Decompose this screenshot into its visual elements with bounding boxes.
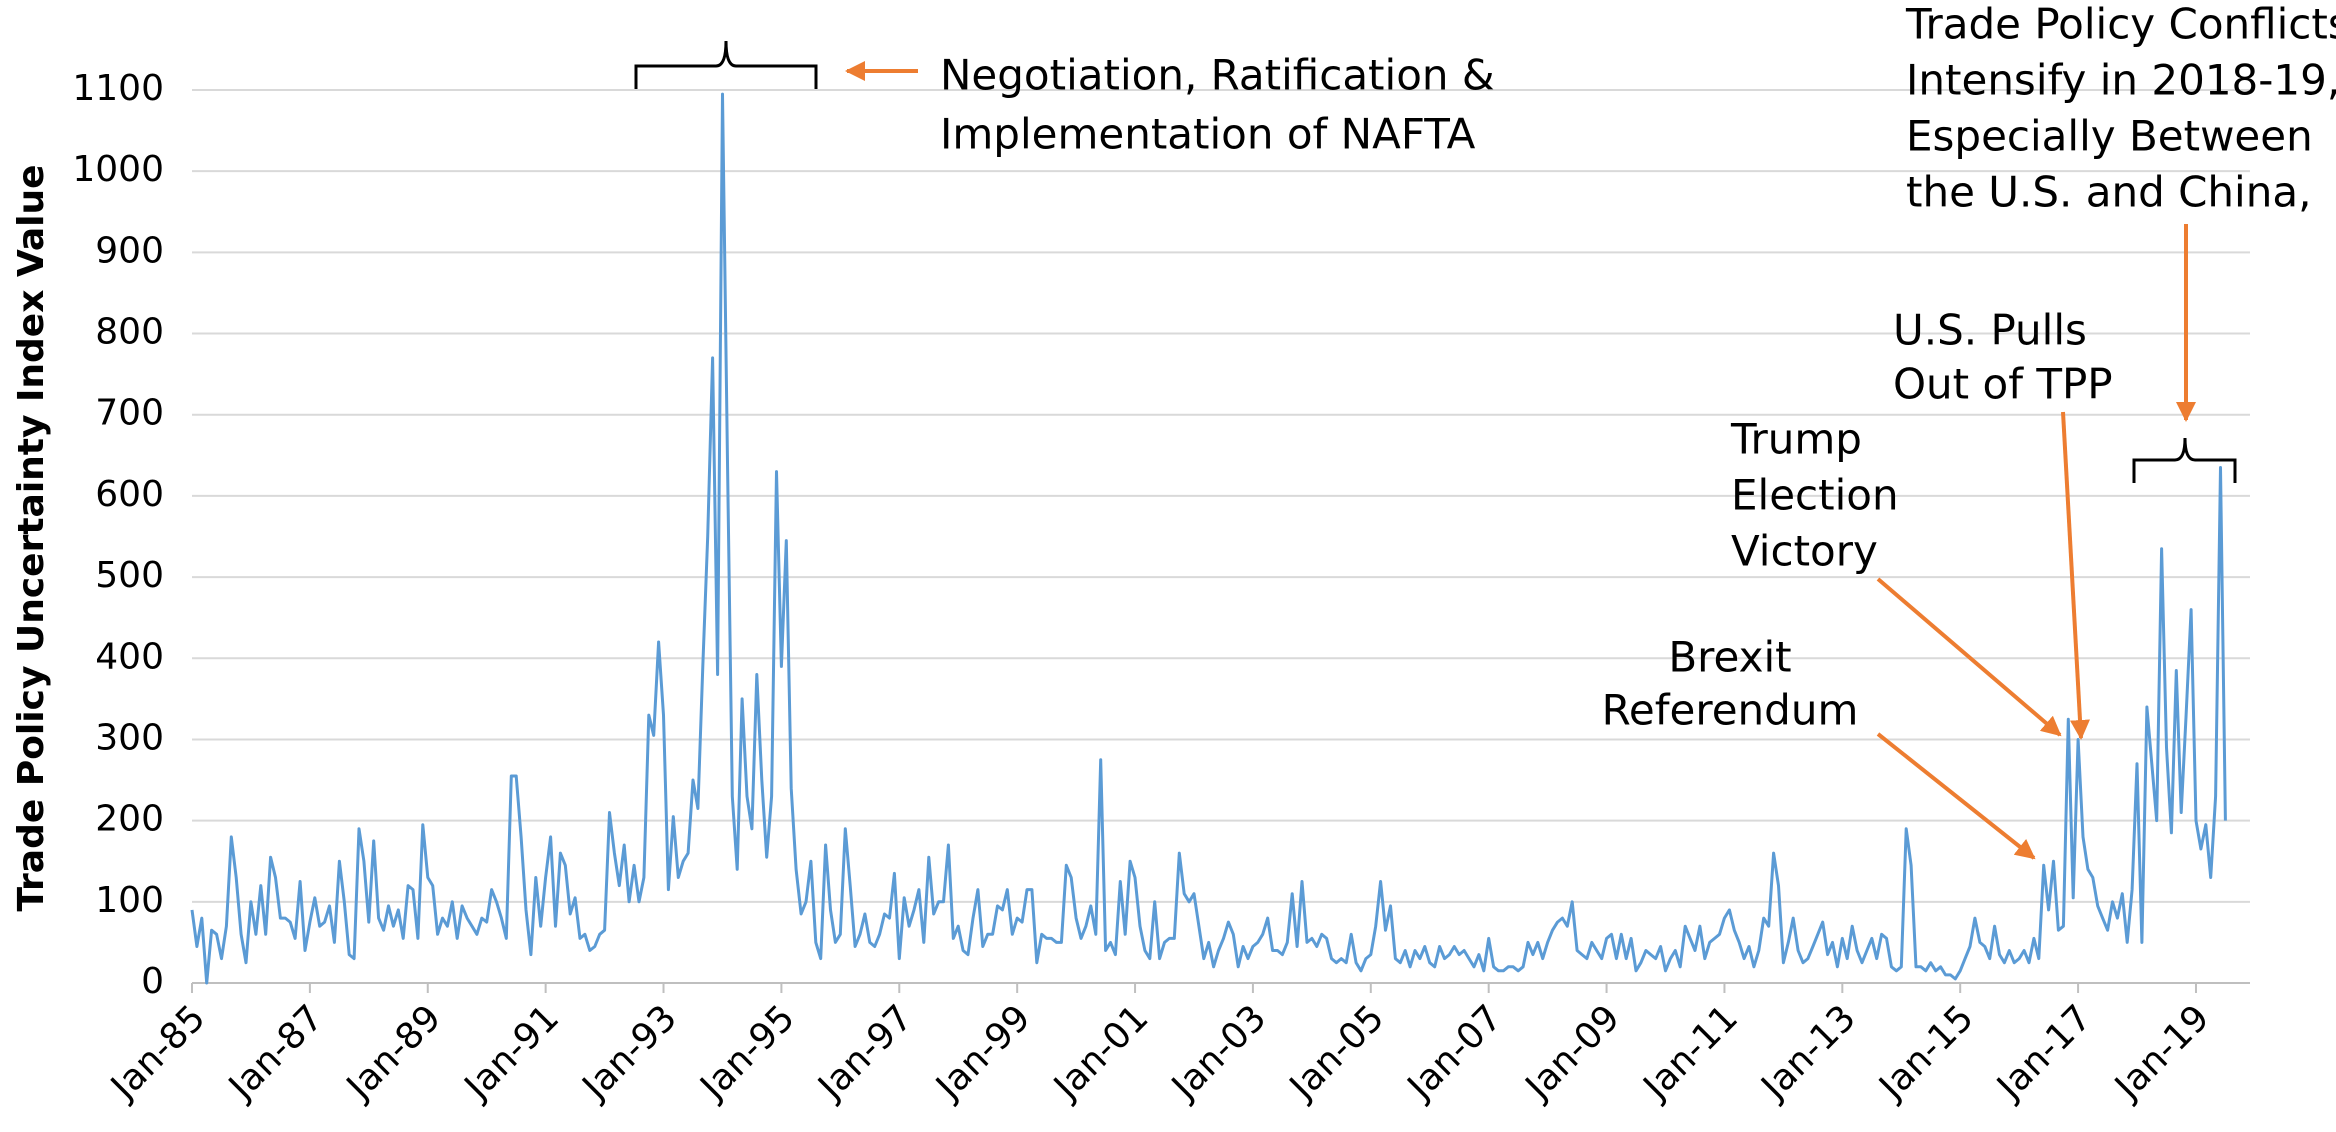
y-tick-label: 0 [141, 961, 164, 1002]
y-tick-label: 500 [95, 555, 164, 596]
line-series [190, 92, 2227, 985]
annotation: Trump [1730, 415, 1862, 464]
x-tick-label: Jan-17 [1988, 997, 2099, 1108]
annotation-arrow [1876, 732, 2036, 860]
annotation: Election [1731, 471, 1899, 520]
x-tick-label: Jan-11 [1635, 997, 1746, 1108]
bracket [634, 40, 818, 91]
x-tick-label: Jan-07 [1399, 997, 1510, 1108]
annotation: Referendum [1602, 686, 1859, 735]
annotation: Implementation of NAFTA [940, 110, 1476, 159]
annotation: Negotiation, Ratification & [940, 51, 1495, 100]
annotation-arrow [1876, 577, 2062, 737]
annotation: Brexit [1668, 633, 1791, 682]
bracket [2132, 437, 2237, 483]
y-tick-label: 300 [95, 717, 164, 758]
x-tick-label: Jan-89 [338, 997, 449, 1108]
x-tick-label: Jan-13 [1753, 997, 1864, 1108]
y-tick-label: 1000 [72, 149, 164, 190]
x-tick-label: Jan-91 [456, 997, 567, 1108]
x-tick-label: Jan-01 [1045, 997, 1156, 1108]
x-tick-label: Jan-95 [692, 997, 803, 1108]
annotation: U.S. Pulls [1893, 306, 2087, 355]
x-tick-label: Jan-87 [220, 997, 331, 1108]
x-tick-label: Jan-99 [927, 997, 1038, 1108]
y-tick-label: 1100 [72, 68, 164, 109]
x-tick-label: Jan-85 [102, 997, 213, 1108]
annotation-arrow [2061, 411, 2090, 740]
x-tick-label: Jan-03 [1163, 997, 1274, 1108]
x-tick-label: Jan-93 [574, 997, 685, 1108]
y-tick-label: 400 [95, 636, 164, 677]
annotation: Especially Between [1906, 112, 2313, 161]
y-tick-label: 700 [95, 393, 164, 434]
annotation: Trade Policy Conflicts [1905, 0, 2336, 49]
x-tick-label: Jan-05 [1281, 997, 1392, 1108]
y-tick-label: 600 [95, 474, 164, 515]
y-axis-label: Trade Policy Uncertainty Index Value [11, 164, 52, 911]
annotation: Victory [1731, 527, 1878, 576]
annotation: the U.S. and China, [1906, 168, 2311, 217]
y-tick-label: 200 [95, 799, 164, 840]
x-tick-label: Jan-15 [1870, 997, 1981, 1108]
y-tick-label: 100 [95, 880, 164, 921]
y-tick-label: 900 [95, 230, 164, 271]
annotation: Intensify in 2018-19, [1906, 56, 2336, 105]
y-tick-label: 800 [95, 312, 164, 353]
x-tick-label: Jan-97 [809, 997, 920, 1108]
annotation: Out of TPP [1893, 360, 2113, 409]
x-tick-label: Jan-09 [1517, 997, 1628, 1108]
x-tick-label: Jan-19 [2106, 997, 2217, 1108]
